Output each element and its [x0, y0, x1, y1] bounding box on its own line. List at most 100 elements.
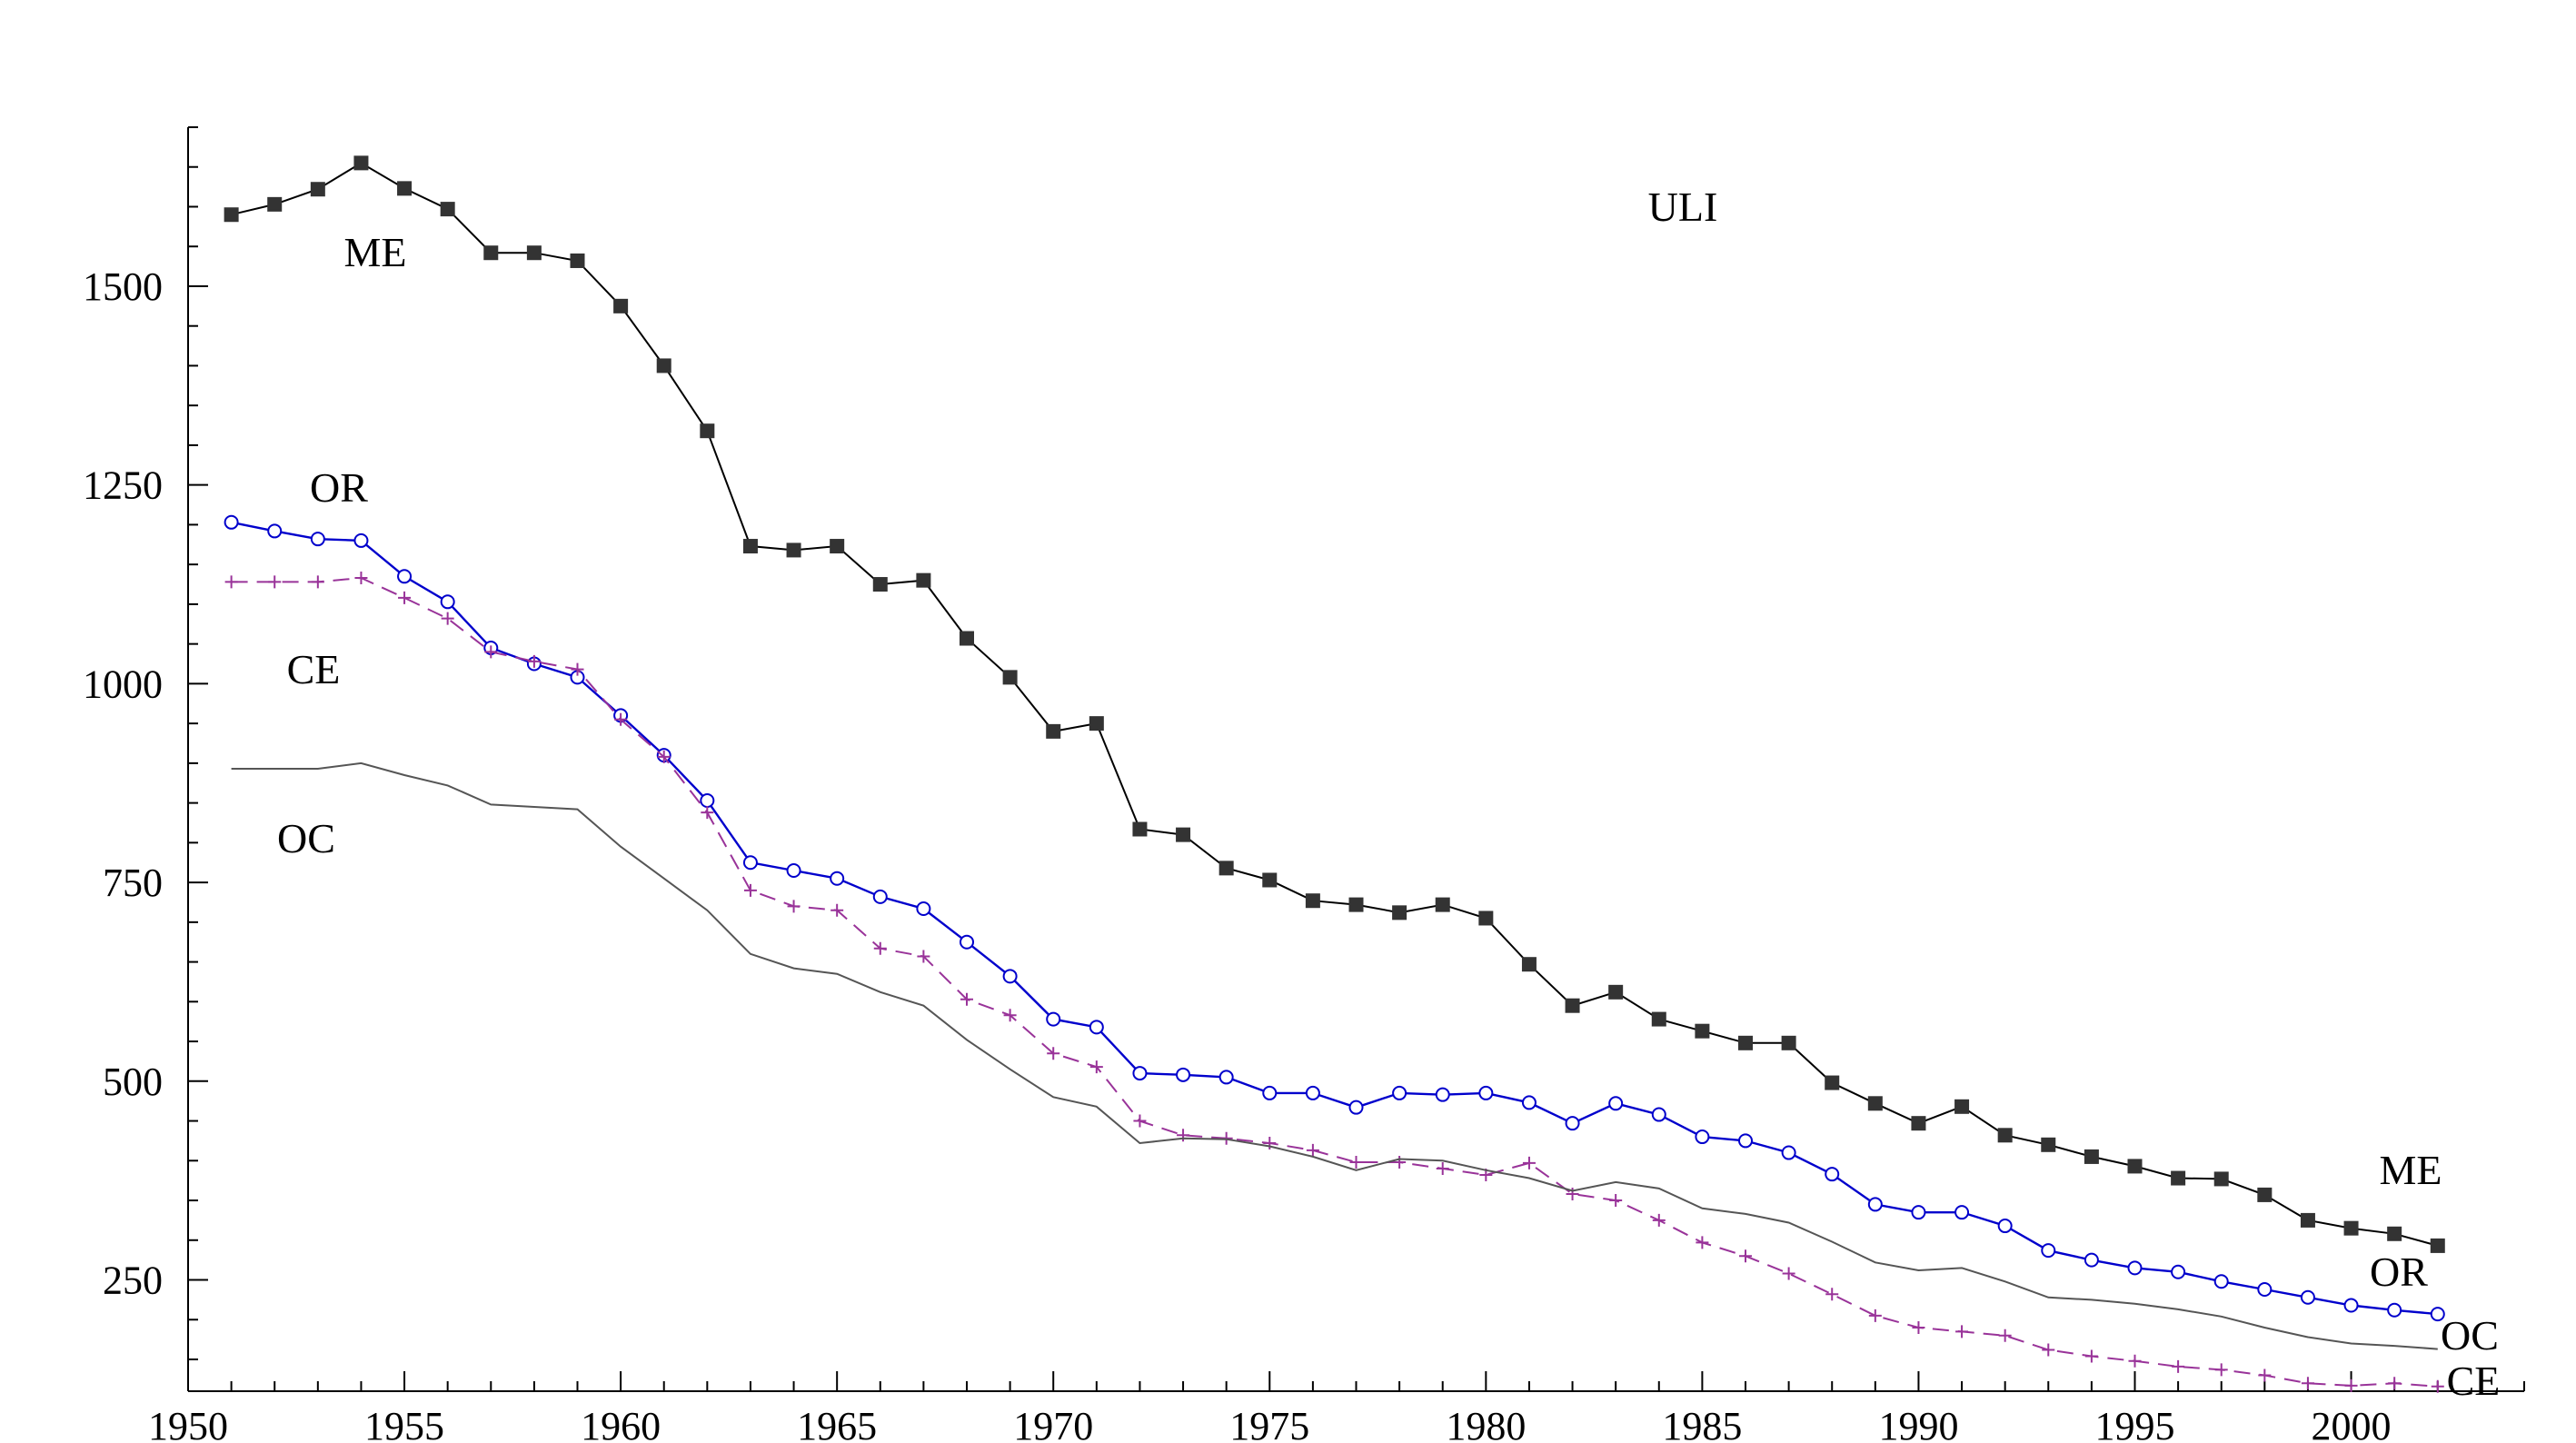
x-tick-label: 1990	[1878, 1404, 1958, 1443]
data-point-me	[700, 423, 715, 439]
y-tick-label: 1500	[83, 264, 163, 309]
data-point-me	[2343, 1220, 2359, 1236]
data-point-ce	[1955, 1325, 1969, 1339]
data-point-me	[1132, 821, 1148, 837]
y-tick-label: 250	[103, 1259, 163, 1303]
data-point-me	[267, 196, 283, 212]
data-point-ce	[2042, 1343, 2055, 1357]
x-tick-label: 1960	[581, 1404, 661, 1443]
data-point-me	[1521, 957, 1537, 972]
y-tick-label: 750	[103, 861, 163, 905]
label-or-left: OR	[310, 464, 368, 511]
data-point-or	[2300, 1289, 2315, 1305]
data-point-me	[1825, 1075, 1840, 1090]
data-point-me	[2171, 1170, 2186, 1186]
data-point-or	[2430, 1307, 2445, 1322]
data-point-or	[2041, 1243, 2056, 1259]
data-point-me	[613, 298, 629, 313]
x-tick-label: 1995	[2095, 1404, 2175, 1443]
data-point-ce	[1047, 1047, 1060, 1060]
data-point-or	[1132, 1066, 1148, 1081]
data-point-me	[1738, 1035, 1753, 1050]
x-axis-ticks: 1950 1955 1960 1965 1970 1975 1980 1985 1990 1995…	[148, 1371, 2525, 1443]
data-point-me	[1781, 1035, 1796, 1050]
x-tick-label: 1985	[1662, 1404, 1742, 1443]
chart-title: ULI	[1648, 184, 1718, 230]
data-point-ce	[657, 750, 671, 763]
x-tick-label: 1965	[797, 1404, 877, 1443]
data-point-me	[440, 202, 455, 217]
data-point-ce	[1998, 1329, 2012, 1342]
series-ce	[224, 572, 2444, 1393]
data-point-ce	[2084, 1349, 2098, 1363]
data-point-me	[570, 253, 585, 268]
data-point-or	[1305, 1085, 1320, 1100]
data-point-ce	[571, 662, 584, 676]
x-tick-label: 1975	[1229, 1404, 1309, 1443]
data-point-or	[872, 889, 888, 904]
data-point-me	[526, 245, 542, 261]
series-me	[224, 155, 2445, 1253]
label-oc-right: OC	[2441, 1312, 2499, 1358]
label-or-right: OR	[2370, 1249, 2428, 1295]
data-point-ce	[1739, 1249, 1752, 1263]
y-tick-label: 500	[103, 1060, 163, 1104]
data-point-or	[1867, 1197, 1883, 1212]
data-point-me	[2300, 1212, 2315, 1228]
data-point-or	[1825, 1167, 1840, 1182]
data-point-or	[2084, 1252, 2099, 1268]
data-point-or	[1695, 1130, 1710, 1145]
y-tick-label: 1000	[83, 662, 163, 706]
data-point-me	[1911, 1116, 1926, 1131]
data-point-me	[1695, 1023, 1710, 1039]
data-point-or	[916, 901, 931, 916]
data-point-ce	[1393, 1156, 1407, 1169]
data-point-me	[1608, 984, 1624, 1000]
data-point-me	[1565, 998, 1580, 1013]
series-line-oc	[231, 761, 2438, 1350]
data-point-or	[960, 934, 974, 950]
data-point-or	[2343, 1298, 2359, 1313]
data-point-or	[1002, 969, 1018, 984]
data-point-ce	[268, 575, 282, 589]
series-or	[224, 514, 2445, 1322]
data-point-ce	[311, 575, 324, 589]
data-point-or	[1176, 1067, 1191, 1082]
data-point-me	[2257, 1187, 2273, 1202]
data-point-or	[1262, 1085, 1278, 1100]
data-point-or	[1218, 1070, 1234, 1085]
data-point-ce	[1868, 1309, 1882, 1322]
data-point-me	[1262, 872, 1278, 888]
data-point-me	[1954, 1099, 1970, 1114]
series-line-or	[231, 521, 2438, 1316]
data-point-or	[1781, 1145, 1796, 1160]
data-point-ce	[743, 883, 757, 897]
data-point-me	[786, 542, 801, 558]
data-point-ce	[2172, 1359, 2185, 1373]
data-point-or	[700, 792, 715, 808]
data-point-or	[786, 862, 801, 878]
data-point-or	[742, 855, 758, 871]
data-point-ce	[1436, 1162, 1449, 1176]
x-tick-label: 1950	[148, 1404, 228, 1443]
data-point-ce	[527, 654, 541, 668]
data-point-or	[2213, 1274, 2229, 1289]
data-point-me	[916, 572, 931, 588]
y-axis-ticks: 250 500 750 1000 1250 1500	[83, 126, 208, 1361]
data-point-me	[1305, 893, 1320, 909]
data-point-me	[397, 181, 413, 196]
label-ce-right: CE	[2447, 1358, 2501, 1404]
data-point-or	[1435, 1087, 1450, 1102]
data-point-me	[2041, 1137, 2056, 1152]
series-oc	[231, 761, 2438, 1350]
data-point-or	[1651, 1107, 1666, 1122]
data-point-ce	[701, 806, 714, 820]
data-point-ce	[1825, 1288, 1839, 1301]
data-point-me	[1478, 911, 1494, 926]
data-point-me	[1435, 897, 1450, 912]
data-point-ce	[1782, 1267, 1795, 1280]
data-point-me	[483, 245, 499, 261]
data-point-or	[2257, 1282, 2273, 1298]
data-point-me	[1651, 1011, 1666, 1027]
